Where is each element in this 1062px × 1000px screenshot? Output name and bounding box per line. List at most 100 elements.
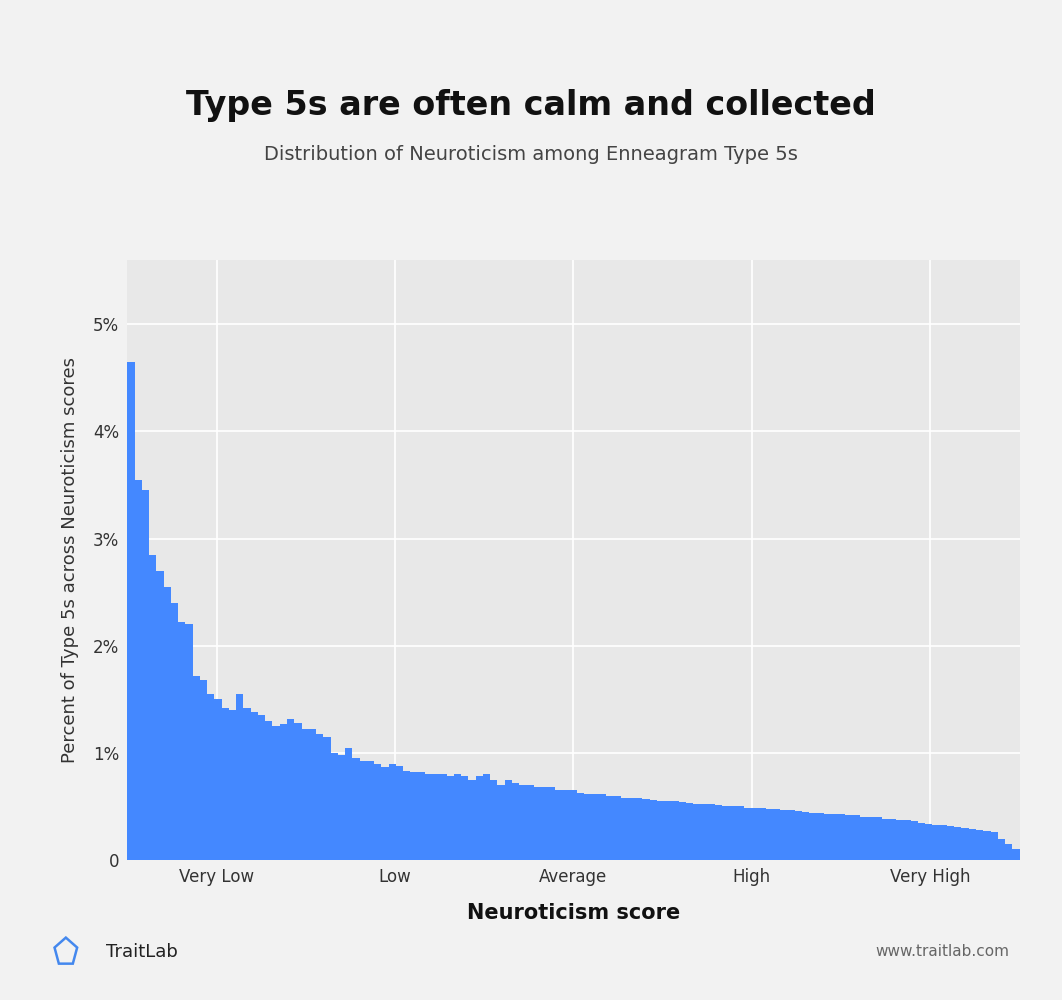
Bar: [737, 806, 743, 860]
Bar: [555, 790, 563, 860]
Bar: [527, 785, 533, 860]
Bar: [766, 809, 773, 860]
Bar: [236, 694, 243, 860]
Bar: [606, 796, 614, 860]
Bar: [889, 819, 896, 860]
Bar: [620, 798, 628, 860]
Bar: [541, 787, 548, 860]
Bar: [323, 737, 330, 860]
Bar: [664, 801, 671, 860]
Bar: [266, 721, 273, 860]
Bar: [497, 785, 504, 860]
Bar: [853, 815, 860, 860]
Bar: [1005, 844, 1012, 860]
Bar: [127, 362, 135, 860]
Bar: [330, 753, 338, 860]
Bar: [316, 734, 323, 860]
Bar: [519, 785, 527, 860]
Bar: [911, 821, 918, 860]
Bar: [635, 798, 643, 860]
Bar: [171, 603, 178, 860]
Bar: [650, 800, 657, 860]
Bar: [432, 774, 440, 860]
Bar: [940, 825, 947, 860]
Bar: [258, 715, 266, 860]
Bar: [918, 822, 925, 860]
Bar: [338, 755, 345, 860]
Bar: [932, 825, 940, 860]
Bar: [504, 780, 512, 860]
Bar: [135, 480, 142, 860]
Bar: [983, 831, 991, 860]
Bar: [817, 813, 824, 860]
Bar: [599, 794, 606, 860]
Bar: [577, 792, 584, 860]
Bar: [860, 817, 868, 860]
Bar: [410, 772, 417, 860]
Bar: [758, 808, 766, 860]
Bar: [468, 780, 476, 860]
Text: TraitLab: TraitLab: [106, 943, 178, 961]
Bar: [845, 815, 853, 860]
Bar: [192, 676, 200, 860]
Bar: [309, 729, 316, 860]
Bar: [787, 810, 794, 860]
Bar: [490, 780, 497, 860]
Bar: [512, 783, 519, 860]
Bar: [643, 799, 650, 860]
Bar: [874, 817, 881, 860]
Bar: [279, 724, 287, 860]
Bar: [896, 820, 904, 860]
X-axis label: Neuroticism score: Neuroticism score: [467, 903, 680, 923]
Bar: [868, 817, 874, 860]
Bar: [156, 571, 164, 860]
Bar: [809, 813, 817, 860]
Bar: [222, 708, 229, 860]
Bar: [389, 764, 396, 860]
Bar: [679, 802, 686, 860]
Bar: [794, 811, 802, 860]
Bar: [955, 827, 961, 860]
Bar: [200, 680, 207, 860]
Text: www.traitlab.com: www.traitlab.com: [875, 944, 1009, 960]
Bar: [207, 694, 215, 860]
Bar: [453, 774, 461, 860]
Bar: [215, 699, 222, 860]
Bar: [294, 723, 302, 860]
Bar: [925, 824, 932, 860]
Bar: [707, 804, 715, 860]
Bar: [273, 726, 279, 860]
Bar: [374, 764, 381, 860]
Bar: [584, 794, 592, 860]
Bar: [164, 587, 171, 860]
Bar: [961, 828, 969, 860]
Bar: [614, 796, 620, 860]
Bar: [991, 832, 998, 860]
Bar: [345, 748, 353, 860]
Bar: [693, 804, 701, 860]
Bar: [461, 776, 468, 860]
Bar: [671, 801, 679, 860]
Bar: [533, 787, 541, 860]
Bar: [287, 719, 294, 860]
Bar: [751, 808, 758, 860]
Bar: [404, 771, 410, 860]
Bar: [396, 766, 404, 860]
Bar: [381, 767, 389, 860]
Bar: [947, 826, 955, 860]
Bar: [686, 803, 693, 860]
Bar: [904, 820, 911, 860]
Bar: [830, 814, 838, 860]
Bar: [628, 798, 635, 860]
Bar: [476, 776, 483, 860]
Bar: [440, 774, 446, 860]
Bar: [243, 708, 251, 860]
Bar: [976, 830, 983, 860]
Bar: [722, 806, 730, 860]
Bar: [142, 490, 149, 860]
Bar: [824, 814, 830, 860]
Bar: [657, 801, 664, 860]
Bar: [881, 819, 889, 860]
Bar: [483, 774, 490, 860]
Bar: [570, 790, 577, 860]
